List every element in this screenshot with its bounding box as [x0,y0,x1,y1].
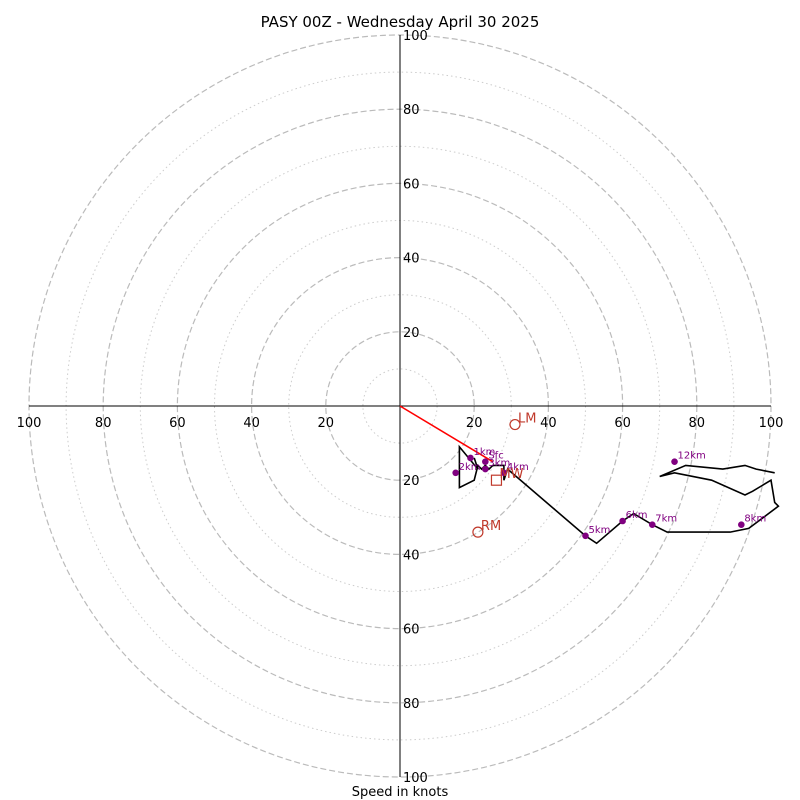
height-marker-label: 8km [744,514,766,525]
storm-motion-marker [472,526,484,538]
hodograph-line [458,444,780,545]
x-tick-label: 60 [614,416,631,431]
y-tick-label: 100 [403,771,428,786]
height-marker [648,521,656,529]
x-tick-label: 80 [95,416,112,431]
height-marker-label: 7km [655,514,677,525]
height-marker [482,458,489,465]
height-marker [482,465,489,473]
height-marker-label: 2km [459,462,481,473]
height-marker-label: 12km [678,451,706,462]
y-tick-label: 20 [403,326,420,341]
height-marker [467,454,474,462]
x-tick-label: 40 [243,416,260,431]
y-tick-label: 40 [403,548,420,563]
x-tick-label: 20 [318,416,335,431]
height-marker-label: 1km [473,447,495,458]
y-tick-label: 60 [403,623,420,638]
storm-motion-marker [509,418,521,431]
y-tick-label: 100 [403,29,428,44]
tick-labels: 100 80 60 40 20 20 40 60 80 100 100 80 60 40 20 20 40 60 8… [17,29,784,786]
height-marker-label: 3km [488,458,510,469]
height-marker-label: 5km [589,525,611,536]
height-marker [582,532,589,540]
x-tick-label: 80 [689,416,706,431]
height-marker-label: 4km [507,462,529,473]
height-marker [738,521,745,529]
x-tick-label: 60 [169,416,186,431]
x-axis-label: Speed in knots [352,785,449,800]
y-tick-label: 80 [403,103,420,118]
x-tick-label: 100 [17,416,42,431]
y-tick-label: 80 [403,697,420,712]
storm-motion-label: RM [481,519,501,534]
height-marker [452,469,459,477]
y-tick-label: 40 [403,252,420,267]
x-tick-label: 100 [759,416,784,431]
height-marker-label: 6km [626,510,648,521]
storm-motion-label: MW [499,467,523,482]
height-marker-label: Sfc [488,451,503,462]
storm-motion-label: LM [518,412,536,427]
y-tick-label: 60 [403,177,420,192]
x-tick-label: 20 [466,416,483,431]
x-tick-label: 40 [540,416,557,431]
y-tick-label: 20 [403,474,420,489]
chart-title: PASY 00Z - Wednesday April 30 2025 [261,13,540,31]
height-marker [500,469,508,477]
shear-vector [399,405,494,463]
height-marker [619,517,626,525]
height-marker [671,458,678,465]
mean-wind-marker [490,474,503,486]
